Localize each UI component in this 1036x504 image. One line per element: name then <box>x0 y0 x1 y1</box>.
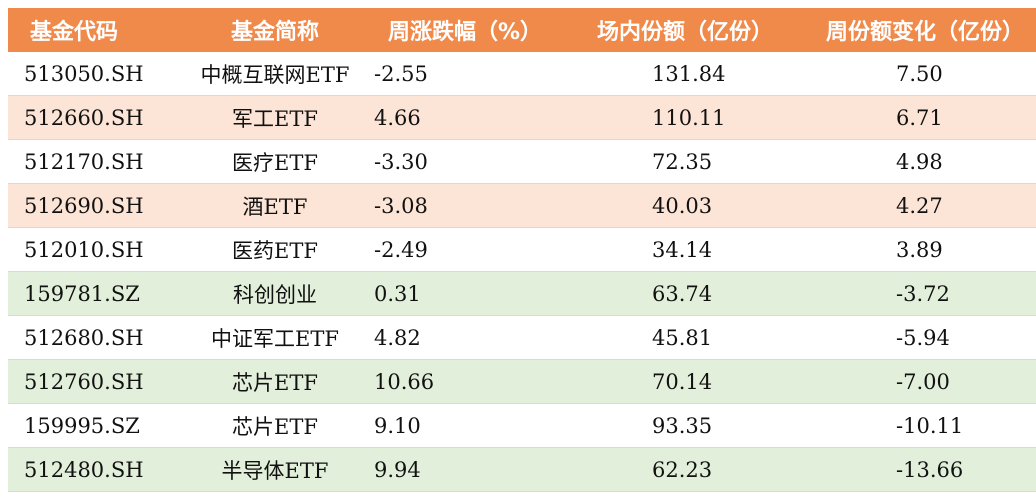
cell-weekly-change: 10.66 <box>360 359 570 404</box>
table-row: 512660.SH 军工ETF 4.66 110.11 6.71 <box>8 95 1036 140</box>
cell-fund-name: 酒ETF <box>190 183 360 228</box>
header-row: 基金代码 基金简称 周涨跌幅（%） 场内份额（亿份） 周份额变化（亿份） <box>8 8 1036 52</box>
cell-fund-name: 中概互联网ETF <box>190 52 360 96</box>
header-share-change: 周份额变化（亿份） <box>800 8 1036 52</box>
cell-share-change: -3.72 <box>800 271 1036 316</box>
cell-weekly-change: -3.30 <box>360 139 570 184</box>
header-shares: 场内份额（亿份） <box>570 8 800 52</box>
cell-fund-code: 512690.SH <box>8 183 190 228</box>
cell-shares: 110.11 <box>570 95 800 140</box>
table-row: 512480.SH 半导体ETF 9.94 62.23 -13.66 <box>8 447 1036 492</box>
cell-fund-name: 半导体ETF <box>190 447 360 492</box>
table-row: 512760.SH 芯片ETF 10.66 70.14 -7.00 <box>8 359 1036 404</box>
table-row: 512010.SH 医药ETF -2.49 34.14 3.89 <box>8 227 1036 272</box>
cell-fund-name: 中证军工ETF <box>190 315 360 360</box>
cell-share-change: 3.89 <box>800 227 1036 272</box>
cell-fund-code: 159781.SZ <box>8 271 190 316</box>
cell-weekly-change: 4.82 <box>360 315 570 360</box>
cell-shares: 70.14 <box>570 359 800 404</box>
cell-share-change: -7.00 <box>800 359 1036 404</box>
cell-fund-code: 512170.SH <box>8 139 190 184</box>
cell-shares: 34.14 <box>570 227 800 272</box>
cell-weekly-change: 0.31 <box>360 271 570 316</box>
cell-fund-name: 科创创业 <box>190 271 360 316</box>
header-fund-name: 基金简称 <box>190 8 360 52</box>
header-fund-code: 基金代码 <box>8 8 190 52</box>
table-row: 512690.SH 酒ETF -3.08 40.03 4.27 <box>8 183 1036 228</box>
cell-shares: 45.81 <box>570 315 800 360</box>
cell-weekly-change: 4.66 <box>360 95 570 140</box>
cell-fund-code: 512010.SH <box>8 227 190 272</box>
cell-weekly-change: -2.49 <box>360 227 570 272</box>
cell-share-change: -10.11 <box>800 403 1036 448</box>
cell-shares: 40.03 <box>570 183 800 228</box>
cell-weekly-change: 9.10 <box>360 403 570 448</box>
cell-shares: 131.84 <box>570 52 800 96</box>
cell-shares: 72.35 <box>570 139 800 184</box>
cell-fund-code: 512680.SH <box>8 315 190 360</box>
cell-fund-code: 512480.SH <box>8 447 190 492</box>
cell-fund-code: 512660.SH <box>8 95 190 140</box>
cell-share-change: 4.27 <box>800 183 1036 228</box>
table-row: 159781.SZ 科创创业 0.31 63.74 -3.72 <box>8 271 1036 316</box>
cell-fund-name: 芯片ETF <box>190 403 360 448</box>
etf-table-container: 基金代码 基金简称 周涨跌幅（%） 场内份额（亿份） 周份额变化（亿份） 513… <box>8 8 1036 492</box>
cell-share-change: -13.66 <box>800 447 1036 492</box>
cell-fund-code: 512760.SH <box>8 359 190 404</box>
header-weekly-change: 周涨跌幅（%） <box>360 8 570 52</box>
cell-share-change: 6.71 <box>800 95 1036 140</box>
table-row: 512680.SH 中证军工ETF 4.82 45.81 -5.94 <box>8 315 1036 360</box>
table-body: 513050.SH 中概互联网ETF -2.55 131.84 7.50 512660.S… <box>8 52 1036 492</box>
cell-share-change: 7.50 <box>800 52 1036 96</box>
cell-shares: 93.35 <box>570 403 800 448</box>
cell-fund-name: 医药ETF <box>190 227 360 272</box>
cell-weekly-change: 9.94 <box>360 447 570 492</box>
cell-fund-code: 513050.SH <box>8 52 190 96</box>
table-row: 512170.SH 医疗ETF -3.30 72.35 4.98 <box>8 139 1036 184</box>
cell-share-change: -5.94 <box>800 315 1036 360</box>
etf-weekly-table: 基金代码 基金简称 周涨跌幅（%） 场内份额（亿份） 周份额变化（亿份） 513… <box>8 8 1036 492</box>
cell-fund-name: 医疗ETF <box>190 139 360 184</box>
cell-fund-name: 军工ETF <box>190 95 360 140</box>
table-row: 159995.SZ 芯片ETF 9.10 93.35 -10.11 <box>8 403 1036 448</box>
cell-shares: 63.74 <box>570 271 800 316</box>
cell-shares: 62.23 <box>570 447 800 492</box>
cell-fund-code: 159995.SZ <box>8 403 190 448</box>
table-row: 513050.SH 中概互联网ETF -2.55 131.84 7.50 <box>8 52 1036 96</box>
table-header: 基金代码 基金简称 周涨跌幅（%） 场内份额（亿份） 周份额变化（亿份） <box>8 8 1036 52</box>
cell-fund-name: 芯片ETF <box>190 359 360 404</box>
cell-weekly-change: -2.55 <box>360 52 570 96</box>
cell-share-change: 4.98 <box>800 139 1036 184</box>
cell-weekly-change: -3.08 <box>360 183 570 228</box>
